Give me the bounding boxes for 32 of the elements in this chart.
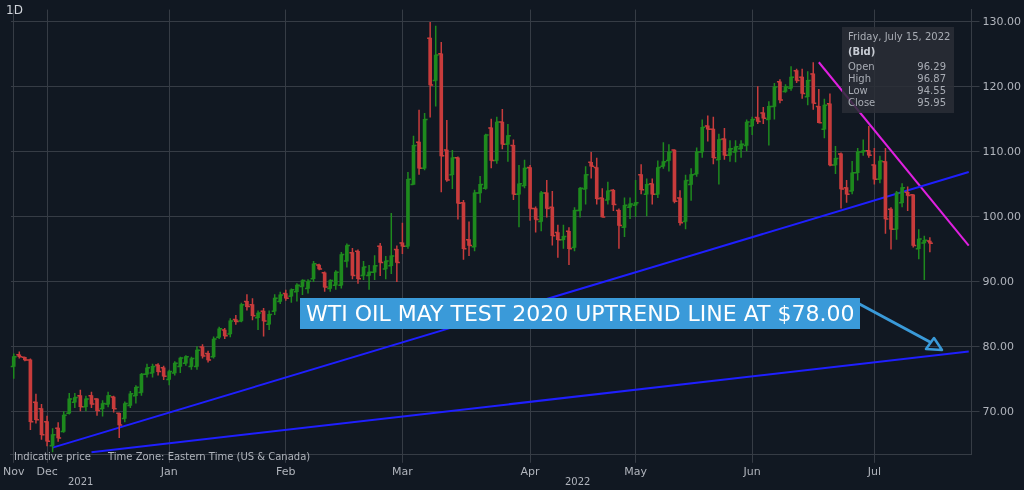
annotation: WTI OIL MAY TEST 2020 UPTREND LINE AT $78.00	[300, 298, 861, 330]
annotation: Open	[848, 61, 875, 73]
annotation: 1D	[6, 3, 23, 18]
annotation: High	[848, 73, 871, 85]
annotation: Indicative price	[14, 451, 91, 463]
x-tick-label: Dec	[36, 465, 58, 479]
x-tick-label: May	[624, 465, 648, 479]
x-tick-label: Jun	[742, 465, 761, 479]
x-tick-label: Mar	[392, 465, 414, 479]
y-tick-label: 110.00	[982, 144, 1022, 158]
x-tick-label: Feb	[276, 465, 296, 479]
annotation: Low	[848, 85, 868, 97]
annotation: 96.29	[917, 61, 946, 73]
y-tick-label: 90.00	[982, 274, 1015, 288]
y-tick-label: 80.00	[982, 339, 1015, 353]
x-tick-label: Jul	[866, 465, 881, 479]
annotation: Close	[848, 97, 876, 109]
annotation: 95.95	[917, 97, 946, 109]
y-tick-label: 100.00	[982, 209, 1022, 223]
x-tick-label: Nov	[3, 465, 25, 479]
y-tick-label: 130.00	[982, 14, 1022, 28]
annotation: Friday, July 15, 2022	[848, 31, 951, 43]
annotation: 96.87	[917, 73, 946, 85]
text: 2022	[565, 476, 591, 488]
annotation: 94.55	[917, 85, 946, 97]
annotation: (Bid)	[848, 46, 876, 58]
y-tick-label: 120.00	[982, 79, 1022, 93]
y-tick-label: 70.00	[982, 404, 1015, 418]
x-tick-label: Jan	[159, 465, 178, 479]
annotation: Time Zone: Eastern Time (US & Canada)	[108, 451, 311, 463]
x-tick-label: Apr	[520, 465, 541, 479]
text: 2021	[68, 476, 94, 488]
